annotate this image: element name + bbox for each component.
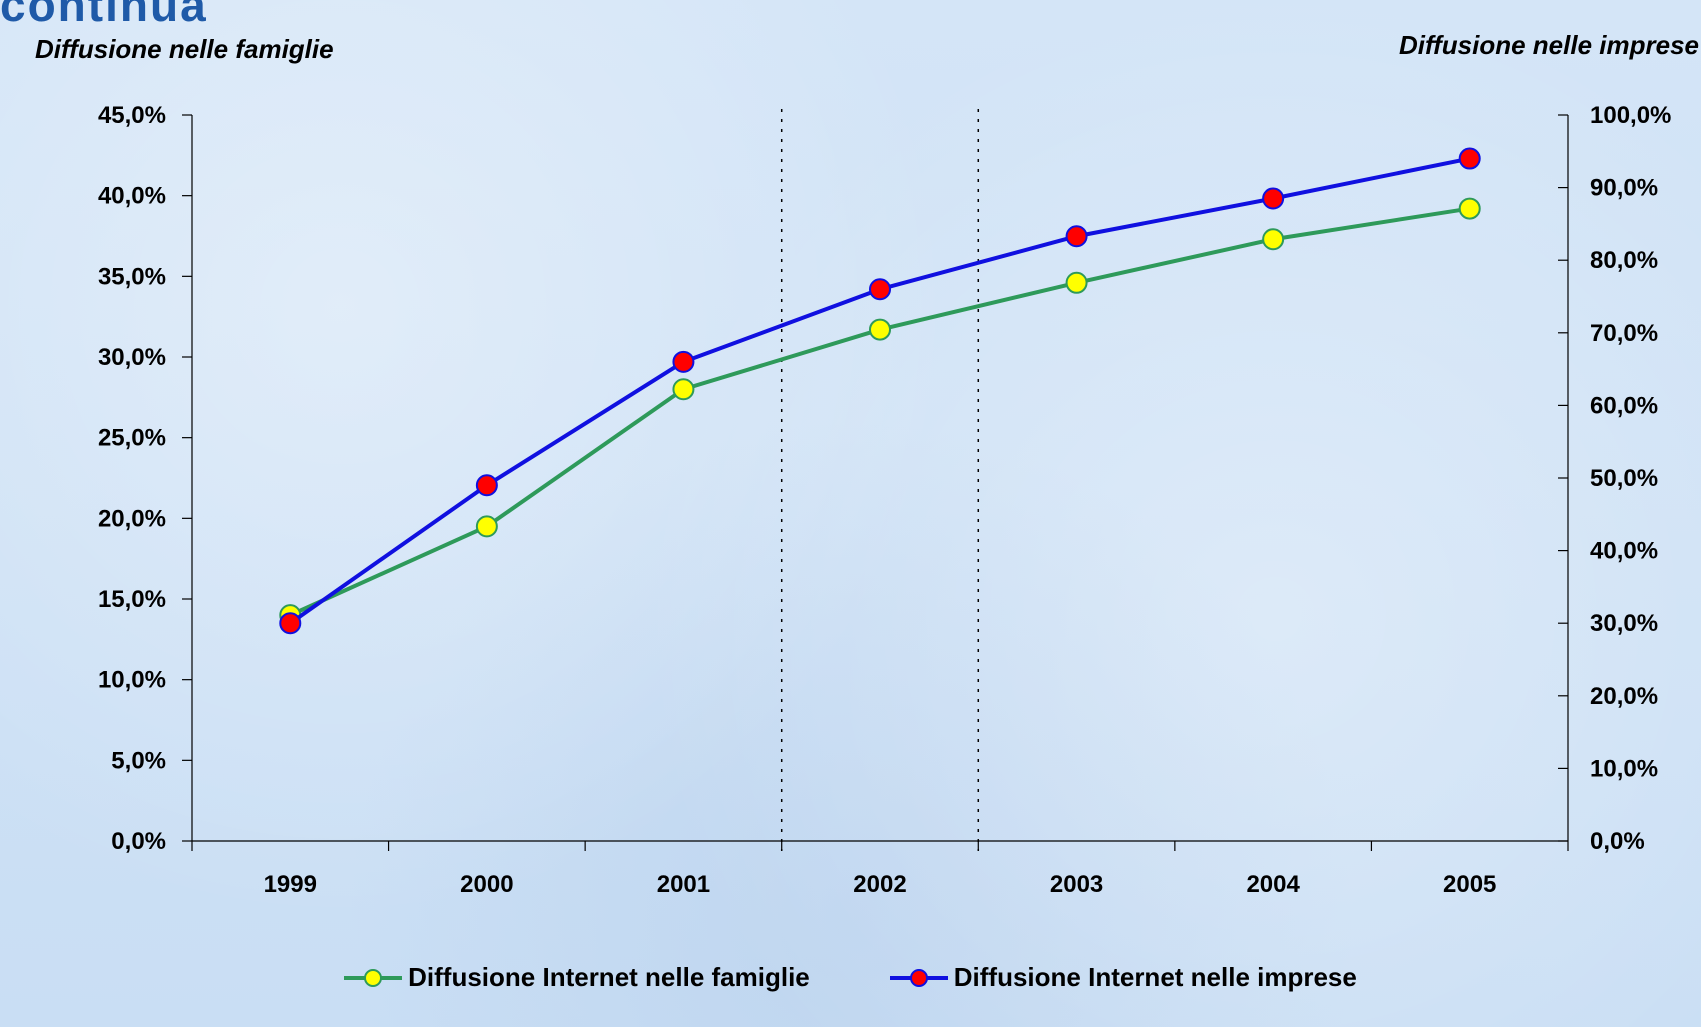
left-y-tick-label: 35,0% bbox=[98, 263, 166, 290]
legend-item-famiglie: Diffusione Internet nelle famiglie bbox=[344, 962, 810, 993]
left-y-tick-label: 45,0% bbox=[98, 102, 166, 129]
left-y-tick-label: 5,0% bbox=[111, 747, 166, 774]
right-y-tick-label: 50,0% bbox=[1590, 465, 1658, 492]
data-point-imprese bbox=[475, 474, 498, 497]
data-point-famiglie bbox=[1458, 197, 1481, 220]
left-y-tick-label: 15,0% bbox=[98, 586, 166, 613]
left-y-tick-label: 40,0% bbox=[98, 183, 166, 210]
series-line-famiglie bbox=[289, 206, 1471, 617]
legend-label-imprese: Diffusione Internet nelle imprese bbox=[953, 962, 1357, 992]
legend-label-famiglie: Diffusione Internet nelle famiglie bbox=[408, 962, 810, 992]
left-axis-title: Diffusione nelle famiglie bbox=[35, 34, 334, 64]
right-y-tick-label: 70,0% bbox=[1590, 320, 1658, 347]
x-tick-label: 2001 bbox=[657, 871, 710, 898]
data-point-imprese bbox=[672, 350, 695, 373]
data-point-imprese bbox=[1262, 187, 1285, 210]
x-tick-label: 2002 bbox=[853, 871, 906, 898]
data-point-famiglie bbox=[869, 318, 891, 341]
legend: Diffusione Internet nelle famiglie Diffu… bbox=[0, 962, 1701, 993]
data-point-famiglie bbox=[672, 378, 695, 401]
left-y-tick-label: 30,0% bbox=[98, 344, 166, 371]
x-tick-label: 2005 bbox=[1443, 871, 1496, 898]
x-tick-label: 2004 bbox=[1246, 871, 1300, 898]
legend-item-imprese: Diffusione Internet nelle imprese bbox=[889, 962, 1357, 993]
right-y-tick-label: 60,0% bbox=[1590, 392, 1658, 419]
right-y-tick-label: 30,0% bbox=[1590, 610, 1658, 637]
x-tick-label: 2000 bbox=[460, 871, 513, 898]
data-point-imprese bbox=[279, 612, 302, 635]
data-point-imprese bbox=[869, 278, 891, 301]
left-y-tick-label: 0,0% bbox=[111, 828, 166, 855]
right-y-tick-label: 40,0% bbox=[1590, 538, 1658, 565]
left-y-tick-label: 25,0% bbox=[98, 425, 166, 452]
right-y-tick-label: 20,0% bbox=[1590, 683, 1658, 710]
left-y-tick-label: 20,0% bbox=[98, 505, 166, 532]
slide-heading-partial: continua bbox=[0, 0, 208, 31]
x-tick-label: 2003 bbox=[1050, 871, 1103, 898]
data-point-imprese bbox=[1458, 147, 1481, 170]
data-point-famiglie bbox=[475, 515, 498, 538]
right-axis-title: Diffusione nelle imprese bbox=[1398, 30, 1699, 60]
data-point-imprese bbox=[1065, 225, 1088, 248]
left-y-tick-label: 10,0% bbox=[98, 667, 166, 694]
right-y-tick-label: 80,0% bbox=[1590, 247, 1658, 274]
legend-swatch-famiglie bbox=[344, 966, 403, 990]
x-tick-label: 1999 bbox=[264, 871, 317, 898]
right-y-tick-label: 100,0% bbox=[1590, 102, 1671, 129]
right-y-tick-label: 10,0% bbox=[1590, 755, 1658, 782]
data-point-famiglie bbox=[1262, 228, 1285, 251]
legend-swatch-imprese bbox=[889, 966, 948, 990]
series-line-imprese bbox=[289, 156, 1471, 625]
right-y-tick-label: 0,0% bbox=[1590, 828, 1645, 855]
data-point-famiglie bbox=[1065, 271, 1088, 294]
right-y-tick-label: 90,0% bbox=[1590, 175, 1658, 202]
